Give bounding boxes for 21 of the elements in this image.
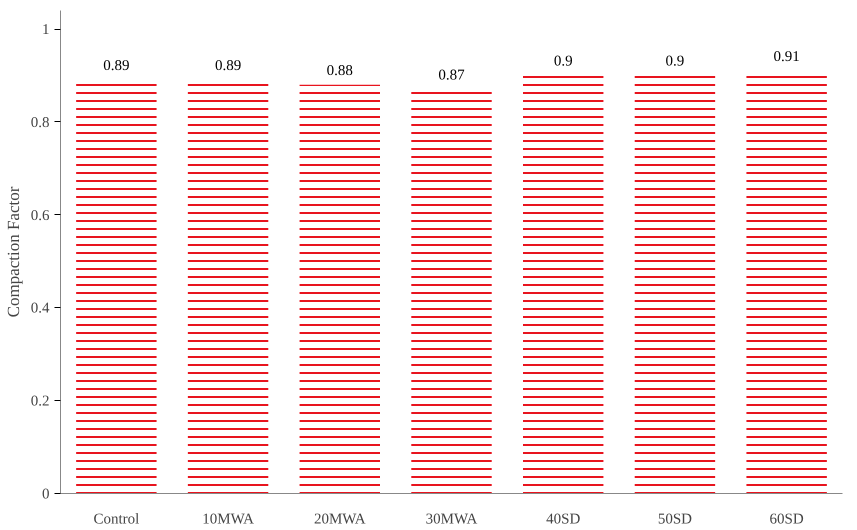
data-label: 0.91: [774, 48, 800, 65]
data-label: 0.87: [438, 67, 466, 84]
data-label: 0.9: [554, 54, 573, 70]
x-tick-label: 50SD: [658, 512, 692, 528]
data-label: 0.9: [666, 54, 684, 70]
x-tick-label: 10MWA: [202, 512, 254, 528]
y-tick-label: 1: [42, 22, 50, 38]
data-label: 0.89: [103, 58, 130, 74]
y-tick-label: 0.4: [30, 300, 50, 317]
y-tick-label: 0: [42, 486, 50, 502]
y-axis-title: Compaction Factor: [4, 186, 23, 318]
x-tick-label: Control: [93, 512, 140, 528]
x-tick-label: 60SD: [770, 512, 804, 528]
x-tick-label: 40SD: [546, 512, 580, 528]
y-tick-label: 0.8: [30, 114, 50, 131]
data-label: 0.88: [326, 62, 353, 79]
y-tick-label: 0.6: [30, 208, 50, 224]
y-tick-label: 0.2: [30, 394, 50, 410]
data-label: 0.89: [214, 58, 242, 74]
x-tick-label: 30MWA: [426, 512, 478, 528]
x-tick-label: 20MWA: [314, 512, 366, 528]
